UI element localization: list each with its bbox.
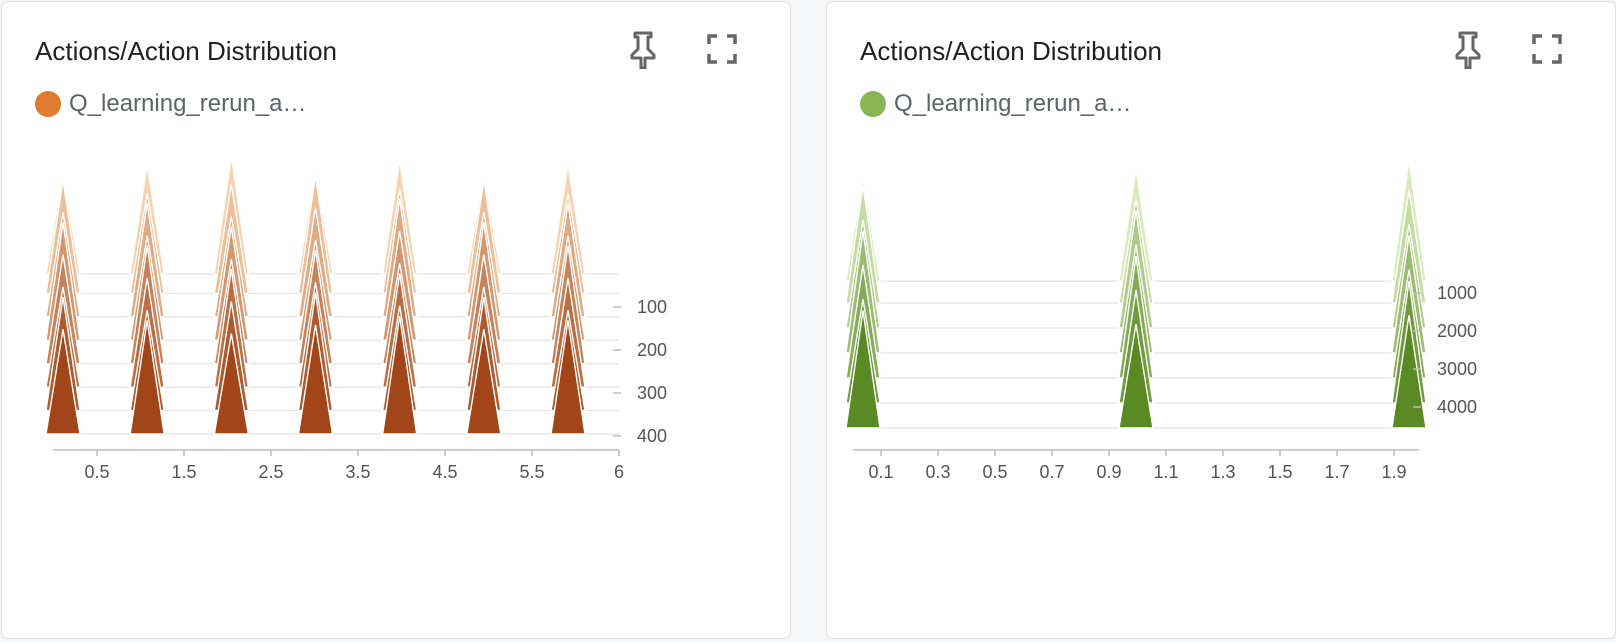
histogram-peak — [845, 310, 881, 429]
fullscreen-button[interactable] — [699, 26, 745, 72]
x-tick-label: 1.7 — [1324, 462, 1349, 482]
chart-card: Actions/Action Distribution Q_learning_r… — [1, 1, 791, 639]
x-tick-label: 1.1 — [1153, 462, 1178, 482]
x-tick-label: 1.9 — [1381, 462, 1406, 482]
y-tick-label: 100 — [637, 297, 667, 317]
pin-button[interactable] — [1445, 26, 1491, 72]
legend-run-label: Q_learning_rerun_a… — [69, 90, 307, 117]
histogram-peak — [213, 333, 250, 435]
histogram-peak — [381, 315, 418, 435]
x-tick-label: 0.7 — [1039, 462, 1064, 482]
x-tick-label: 1.3 — [1210, 462, 1235, 482]
legend: Q_learning_rerun_a… — [35, 90, 306, 118]
histogram-chart: 0.5 1.5 2.5 3.5 4.5 5.5 6 100 200 300 400 — [45, 155, 667, 482]
y-tick-label: 2000 — [1437, 321, 1477, 341]
x-tick-label: 2.5 — [258, 462, 283, 482]
legend: Q_learning_rerun_a… — [860, 90, 1131, 118]
x-tick-label: 0.9 — [1096, 462, 1121, 482]
y-tick-label: 1000 — [1437, 283, 1477, 303]
x-tick-label: 3.5 — [345, 462, 370, 482]
y-tick-label: 300 — [637, 383, 667, 403]
fullscreen-icon — [707, 34, 737, 64]
x-tick-label: 4.5 — [432, 462, 457, 482]
pin-button[interactable] — [620, 26, 666, 72]
fullscreen-icon — [1532, 34, 1562, 64]
histogram-peak — [466, 329, 502, 435]
x-tick-label: 1.5 — [171, 462, 196, 482]
x-tick-label: 1.5 — [1267, 462, 1292, 482]
x-tick-label: 0.1 — [868, 462, 893, 482]
legend-color-dot — [860, 91, 886, 117]
x-tick-label: 0.3 — [925, 462, 950, 482]
y-tick-label: 400 — [637, 426, 667, 446]
x-tick-label: 5.5 — [519, 462, 544, 482]
x-tick-label: 6 — [614, 462, 624, 482]
card-title: Actions/Action Distribution — [860, 36, 1163, 66]
card-title: Actions/Action Distribution — [35, 36, 338, 66]
pin-icon — [630, 31, 656, 69]
histogram-peak — [297, 324, 334, 435]
legend-run-label: Q_learning_rerun_a… — [894, 90, 1132, 117]
pin-icon — [1455, 31, 1481, 69]
legend-color-dot — [35, 91, 61, 117]
histogram-peak — [129, 320, 165, 435]
x-tick-label: 0.5 — [982, 462, 1007, 482]
y-tick-label: 4000 — [1437, 397, 1477, 417]
x-tick-label: 0.5 — [84, 462, 109, 482]
y-tick-label: 3000 — [1437, 359, 1477, 379]
histogram-peak — [45, 329, 81, 435]
fullscreen-button[interactable] — [1524, 26, 1570, 72]
histogram-peak — [1118, 324, 1154, 429]
histogram-chart: 0.1 0.3 0.5 0.7 0.9 1.1 1.3 1.5 1.7 1.9 1000 2000 30… — [845, 159, 1477, 482]
y-tick-label: 200 — [637, 340, 667, 360]
histogram-peak — [1391, 315, 1427, 429]
chart-card: Actions/Action Distribution Q_learning_r… — [826, 1, 1616, 639]
histogram-peak — [550, 320, 586, 435]
